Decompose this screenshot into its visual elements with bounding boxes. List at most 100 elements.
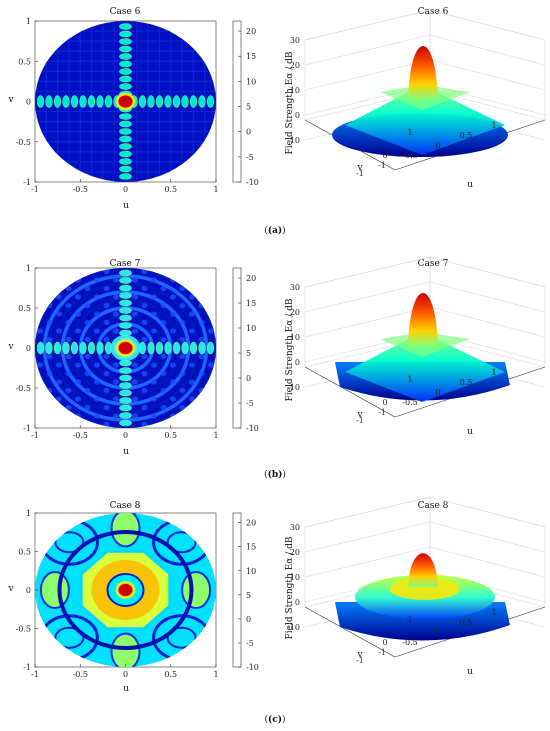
side-lobe — [119, 60, 132, 68]
side-lobe — [62, 95, 70, 108]
z-tick-label: 0 — [295, 358, 300, 367]
z-tick-label: -10 — [287, 383, 300, 392]
panel-case-6: Case 6 -1 -0.5 0 0.5 110.50-0.5-1 u v 201510… — [7, 7, 546, 236]
side-lobe — [96, 95, 104, 108]
side-lobe — [119, 150, 132, 158]
side-lobe — [119, 53, 132, 60]
z-tick-label: 10 — [290, 333, 300, 342]
z-tick-label: -10 — [287, 623, 300, 632]
colorbar — [232, 512, 242, 668]
side-lobe — [119, 292, 132, 299]
y-axis-label: v — [7, 342, 14, 352]
u-tick-label: 1 — [491, 608, 496, 617]
x-tick-label: -1 — [31, 670, 39, 679]
side-lobe — [119, 30, 132, 38]
colorbar-tick-label: 20 — [246, 274, 256, 283]
colorbar-tick-label: 0 — [246, 374, 251, 383]
v-tick-label: 1 — [407, 375, 412, 384]
v-tick-label: -1 — [356, 656, 364, 665]
colorbar-tick-label: 15 — [246, 52, 256, 61]
y-tick-label: 1 — [26, 17, 31, 26]
z-axis-label: Field Strength Eα / dB — [285, 536, 295, 639]
y-tick-label: -0.5 — [16, 384, 31, 393]
side-lobe — [119, 382, 132, 389]
side-lobe — [119, 269, 132, 277]
u-tick-label: -1 — [378, 161, 386, 170]
x-tick-label: -0.5 — [73, 185, 88, 194]
side-lobe — [164, 341, 172, 355]
side-lobe — [119, 397, 132, 404]
z-tick-label: 10 — [290, 86, 300, 95]
side-lobe — [119, 83, 132, 90]
colorbar-tick-label: 0 — [246, 128, 251, 137]
side-lobe — [119, 143, 132, 150]
colorbar-tick-label: -5 — [246, 153, 254, 162]
side-lobe — [206, 95, 215, 108]
svg-text:((a)): ((a)) — [264, 225, 285, 236]
side-lobe — [96, 341, 104, 355]
u-tick-label: 0.5 — [460, 378, 473, 387]
u-tick-label: 0 — [435, 388, 440, 397]
u-tick-label: 1 — [491, 121, 496, 130]
side-lobe — [119, 120, 132, 128]
side-lobe — [155, 341, 164, 355]
heatmap-title: Case 8 — [110, 501, 141, 511]
z-axis-label: Field Strength Eα / dB — [285, 51, 295, 154]
heatmap-image — [35, 21, 216, 182]
z-axis-label: Field Strength Eα / dB — [285, 298, 295, 401]
side-lobe — [198, 95, 206, 108]
x-tick-label: -0.5 — [73, 670, 88, 679]
y-tick-label: 0 — [26, 344, 31, 353]
side-lobe — [70, 95, 79, 108]
side-lobe — [119, 412, 132, 419]
u-tick-label: 0 — [435, 141, 440, 150]
z-tick-label: 20 — [290, 548, 300, 557]
z-tick-label: 0 — [295, 598, 300, 607]
u-tick-label: -0.5 — [402, 151, 417, 160]
side-lobe — [172, 95, 181, 108]
surface-title: Case 6 — [418, 7, 449, 17]
heatmap-title: Case 7 — [110, 259, 141, 269]
heatmap-title: Case 6 — [110, 7, 141, 17]
x-tick-label: 1 — [213, 431, 218, 440]
side-lobe — [79, 95, 87, 108]
y-axis-label: v — [7, 584, 14, 594]
y-tick-label: 0.5 — [18, 548, 31, 557]
side-lobe — [181, 341, 189, 355]
side-lobe — [119, 404, 132, 412]
subfigure-caption: (c) — [268, 714, 282, 725]
u-tick-label: 0 — [435, 628, 440, 637]
colorbar-tick-label: 5 — [246, 591, 251, 600]
side-lobe — [164, 95, 172, 108]
side-lobe — [206, 341, 215, 355]
colorbar-tick-label: 0 — [246, 615, 251, 624]
surface-title: Case 8 — [418, 501, 449, 511]
x-tick-label: 1 — [213, 185, 218, 194]
side-lobe — [119, 38, 132, 45]
x-tick-label: -1 — [31, 431, 39, 440]
side-lobe — [189, 95, 198, 108]
panel-case-8: Case 8 -1 -0.5 0 0.5 110.50-0.5-1 u v 201510… — [7, 496, 546, 725]
side-lobe — [36, 95, 45, 108]
side-lobe — [119, 158, 132, 165]
side-lobe — [119, 68, 132, 75]
z-tick-label: 30 — [290, 523, 300, 532]
panel-case-7: Case 7 -1 -0.5 0 0.5 110.50-0.5-1 u v 201510… — [7, 256, 546, 480]
x-axis-label: u — [123, 447, 129, 457]
y-tick-label: 1 — [26, 264, 31, 273]
x-tick-label: -0.5 — [73, 431, 88, 440]
side-lobe — [181, 95, 189, 108]
colorbar-tick-label: 10 — [246, 567, 256, 576]
colorbar-tick-label: 20 — [246, 519, 256, 528]
colorbar-tick-label: -5 — [246, 399, 254, 408]
side-lobe — [45, 341, 53, 355]
side-lobe — [119, 284, 132, 292]
colorbar-tick-label: 15 — [246, 299, 256, 308]
colorbar-tick-label: 5 — [246, 103, 251, 112]
colorbar — [232, 20, 242, 183]
colorbar-tick-label: -10 — [246, 178, 259, 187]
y-tick-label: 0 — [26, 98, 31, 107]
side-lobe — [53, 95, 62, 108]
x-tick-label: 0 — [123, 185, 128, 194]
